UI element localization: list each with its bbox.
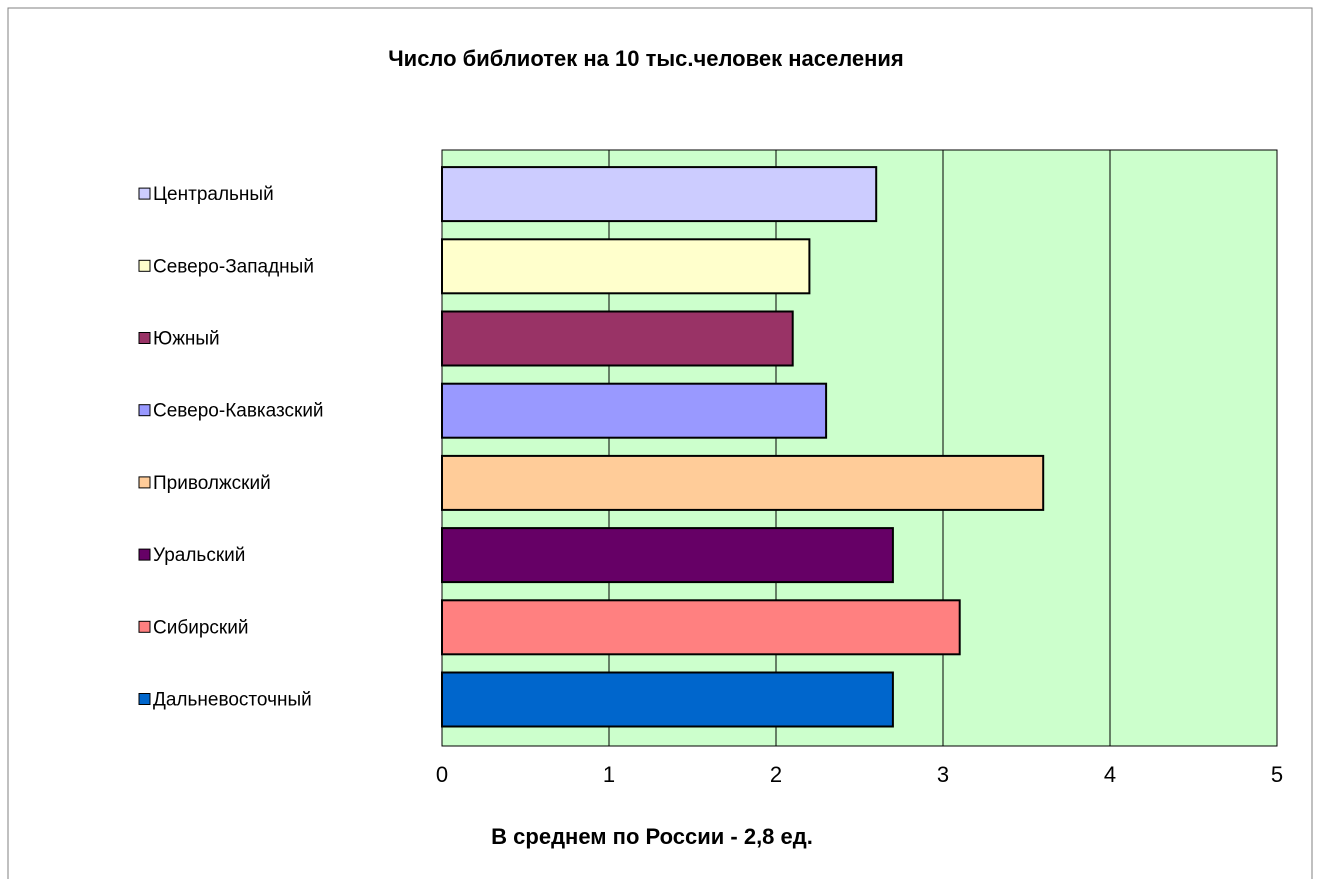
bar: [441, 166, 878, 223]
legend-label: Центральный: [153, 184, 274, 205]
legend-label: Северо-Западный: [153, 256, 314, 277]
legend-swatch: [138, 548, 151, 561]
bar: [441, 310, 794, 367]
x-tick-label: 3: [937, 762, 949, 787]
annotation: В среднем по России - 2,8 ед.: [491, 824, 813, 849]
x-tick-label: 5: [1271, 762, 1283, 787]
legend-label: Приволжский: [153, 473, 271, 494]
x-tick-label: 4: [1104, 762, 1116, 787]
plot-border: [441, 149, 1278, 747]
x-tick-label: 2: [770, 762, 782, 787]
x-tick-label: 1: [603, 762, 615, 787]
legend-swatch: [138, 332, 151, 344]
x-tick-label: 0: [436, 762, 448, 787]
legend-swatch: [138, 693, 151, 705]
legend-label: Сибирский: [153, 617, 248, 638]
legend-swatch: [138, 476, 151, 489]
chart-title: Число библиотек на 10 тыс.человек населе…: [388, 46, 904, 71]
bar: [441, 454, 1045, 511]
legend-label: Южный: [153, 329, 220, 350]
legend-label: Дальневосточный: [153, 690, 312, 711]
bar: [441, 238, 811, 295]
legend-swatch: [138, 404, 151, 417]
legend-swatch: [138, 259, 151, 272]
bar: [441, 599, 961, 656]
legend-label: Северо-Кавказский: [153, 401, 324, 422]
legend-label: Уральский: [153, 545, 245, 566]
bar: [441, 382, 828, 439]
bar: [441, 671, 894, 728]
legend-swatch: [138, 620, 151, 633]
bar: [441, 527, 894, 584]
legend-swatch: [138, 187, 151, 200]
